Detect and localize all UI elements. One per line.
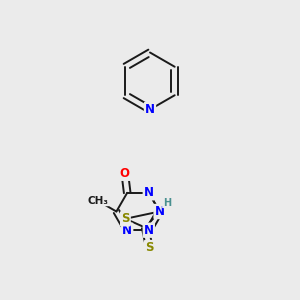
Text: N: N <box>144 186 154 199</box>
Text: N: N <box>154 205 165 218</box>
Text: CH₃: CH₃ <box>88 196 109 206</box>
Text: N: N <box>145 103 155 116</box>
Text: H: H <box>163 197 171 208</box>
Text: S: S <box>145 241 154 254</box>
Text: N: N <box>144 224 154 237</box>
Text: O: O <box>120 167 130 180</box>
Text: S: S <box>121 212 130 225</box>
Text: N: N <box>122 224 132 237</box>
